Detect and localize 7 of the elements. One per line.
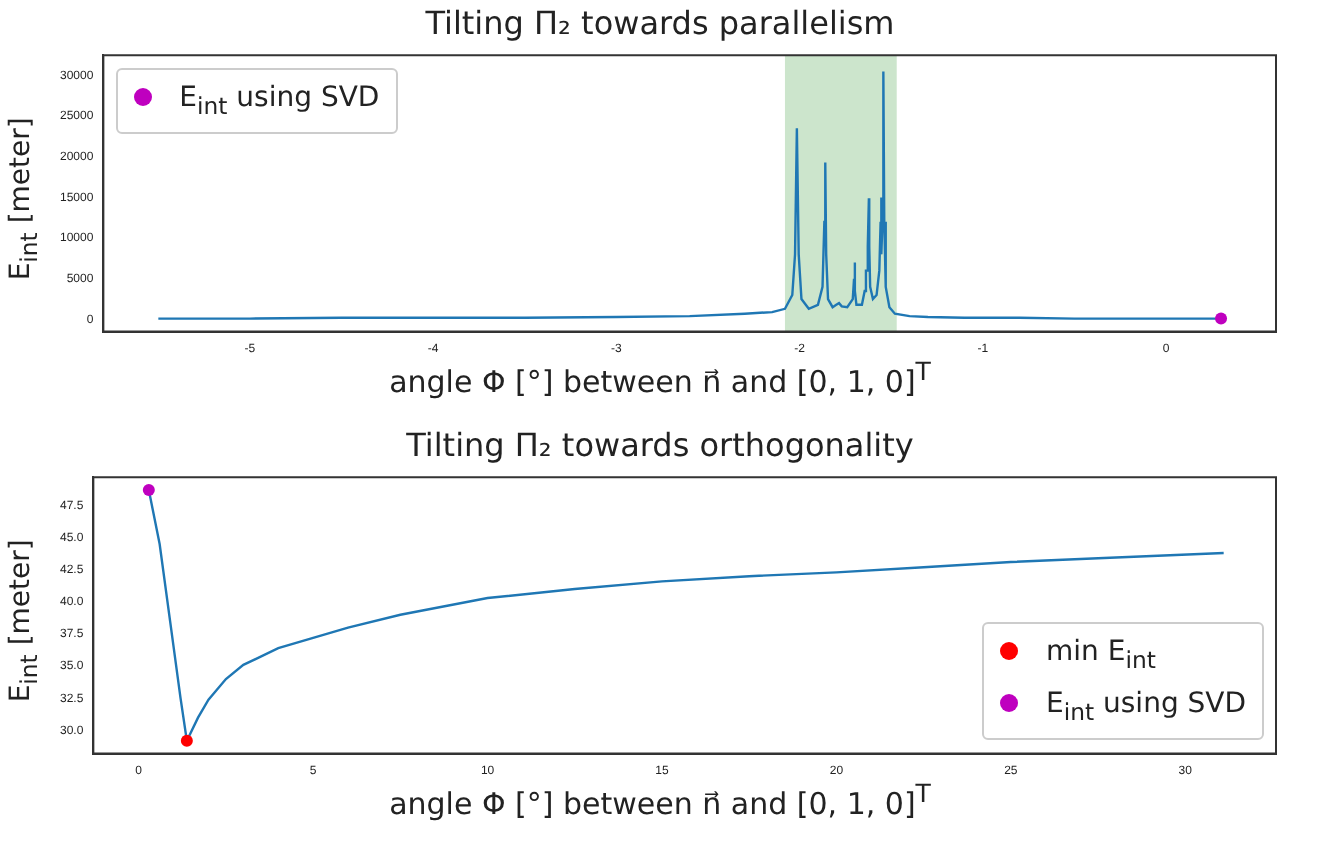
x-axis-title: angle Φ [°] between n⃗ and [0, 1, 0]$^{T}$ [387, 778, 933, 822]
chart-title: Tilting Π₂ towards parallelism [423, 4, 897, 42]
x-axis-title: angle Φ [°] between n⃗ and [0, 1, 0]$^{T}$ [387, 356, 933, 400]
legend-label: E$_{int}$ using SVD [179, 81, 380, 119]
legend-label: min E$_{int}$ [1046, 635, 1156, 674]
legend-label: E$_{int}$ using SVD [1046, 687, 1247, 725]
chart-title: Tilting Π₂ towards orthogonality [404, 426, 916, 464]
